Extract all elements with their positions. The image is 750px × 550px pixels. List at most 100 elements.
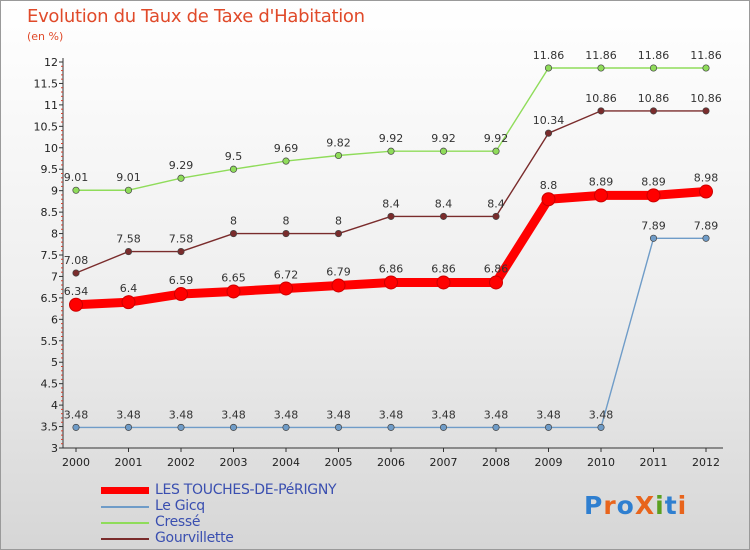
x-tick-label: 2001 bbox=[115, 456, 143, 469]
data-label-1: 3.48 bbox=[169, 408, 194, 421]
x-tick-label: 2005 bbox=[325, 456, 353, 469]
data-label-0: 8.89 bbox=[641, 175, 666, 188]
legend-item-les-touches: LES TOUCHES-DE-PéRIGNY bbox=[101, 482, 431, 500]
x-tick-label: 2010 bbox=[587, 456, 615, 469]
series-point-0 bbox=[331, 278, 346, 293]
data-label-3: 10.86 bbox=[585, 92, 617, 105]
data-label-1: 3.48 bbox=[379, 408, 404, 421]
chart-unit-label: (en %) bbox=[27, 30, 64, 43]
legend-item-cresse: Cressé bbox=[101, 514, 431, 532]
series-point-2 bbox=[702, 64, 710, 72]
series-point-1 bbox=[597, 423, 605, 431]
data-label-0: 8.98 bbox=[694, 172, 719, 185]
data-label-2: 9.69 bbox=[274, 142, 299, 155]
data-label-2: 9.92 bbox=[379, 132, 404, 145]
series-point-3 bbox=[229, 230, 238, 238]
data-label-3: 7.58 bbox=[116, 233, 141, 246]
series-point-0 bbox=[69, 297, 83, 312]
series-point-0 bbox=[226, 284, 241, 299]
series-point-3 bbox=[492, 212, 500, 220]
series-point-3 bbox=[387, 212, 395, 220]
series-point-0 bbox=[121, 295, 136, 310]
series-point-2 bbox=[649, 64, 658, 72]
series-point-0 bbox=[436, 275, 451, 290]
series-point-3 bbox=[702, 107, 710, 115]
data-label-1: 7.89 bbox=[641, 219, 666, 232]
data-label-0: 6.4 bbox=[120, 282, 138, 295]
series-point-0 bbox=[279, 281, 293, 296]
legend-label-gourvillette: Gourvillette bbox=[155, 530, 234, 546]
x-tick-label: 2007 bbox=[430, 456, 458, 469]
data-label-3: 8.4 bbox=[382, 197, 400, 210]
data-label-0: 6.79 bbox=[326, 265, 351, 278]
y-tick-label: 8 bbox=[51, 228, 58, 241]
series-point-1 bbox=[439, 423, 448, 431]
y-tick-label: 11 bbox=[44, 99, 58, 112]
data-label-2: 9.82 bbox=[326, 136, 351, 149]
y-tick-label: 10 bbox=[44, 142, 58, 155]
series-point-2 bbox=[334, 151, 343, 160]
series-point-2 bbox=[387, 147, 395, 155]
data-label-1: 3.48 bbox=[274, 408, 299, 421]
y-tick-label: 8.5 bbox=[41, 206, 59, 219]
data-label-3: 8 bbox=[230, 215, 237, 228]
data-label-1: 3.48 bbox=[589, 408, 614, 421]
x-tick-label: 2011 bbox=[640, 456, 668, 469]
series-point-3 bbox=[439, 212, 448, 220]
data-label-2: 9.92 bbox=[431, 132, 456, 145]
legend-label-le-gicq: Le Gicq bbox=[155, 498, 205, 514]
x-tick-label: 2008 bbox=[482, 456, 510, 469]
y-tick-label: 4.5 bbox=[41, 378, 59, 391]
legend-swatch-le-gicq bbox=[101, 506, 149, 508]
series-point-0 bbox=[174, 287, 188, 302]
series-point-0 bbox=[646, 188, 661, 203]
y-tick-label: 11.5 bbox=[34, 77, 59, 90]
series-point-2 bbox=[439, 147, 448, 155]
series-point-3 bbox=[124, 248, 133, 256]
series-point-2 bbox=[177, 174, 185, 182]
data-label-2: 9.92 bbox=[484, 132, 509, 145]
y-tick-label: 7 bbox=[51, 270, 58, 283]
data-label-1: 3.48 bbox=[484, 408, 509, 421]
data-label-3: 8 bbox=[283, 215, 290, 228]
data-label-2: 9.5 bbox=[225, 150, 243, 163]
series-point-0 bbox=[699, 184, 713, 199]
series-point-2 bbox=[124, 186, 133, 194]
data-label-2: 9.29 bbox=[169, 159, 194, 172]
data-label-0: 8.8 bbox=[540, 179, 558, 192]
data-label-3: 8.4 bbox=[435, 197, 453, 210]
data-label-3: 7.08 bbox=[64, 254, 89, 267]
data-label-0: 6.65 bbox=[221, 271, 246, 284]
series-point-0 bbox=[541, 192, 556, 207]
data-label-3: 8 bbox=[335, 215, 342, 228]
series-point-1 bbox=[282, 423, 290, 431]
data-label-0: 6.86 bbox=[431, 262, 456, 275]
series-point-1 bbox=[387, 423, 395, 431]
series-point-2 bbox=[492, 147, 500, 155]
series-point-1 bbox=[124, 423, 133, 431]
proxiti-logo: ProXiti bbox=[584, 491, 688, 520]
x-tick-label: 2002 bbox=[167, 456, 195, 469]
data-label-2: 9.01 bbox=[116, 171, 141, 184]
y-tick-label: 9 bbox=[51, 185, 58, 198]
series-point-0 bbox=[384, 275, 398, 290]
data-label-3: 8.4 bbox=[487, 197, 505, 210]
legend-swatch-les-touches bbox=[101, 487, 149, 494]
data-label-2: 11.86 bbox=[533, 49, 565, 62]
data-label-3: 10.86 bbox=[638, 92, 670, 105]
series-point-2 bbox=[229, 165, 238, 173]
series-point-2 bbox=[72, 186, 80, 194]
legend-swatch-cresse bbox=[101, 522, 149, 524]
y-tick-label: 9.5 bbox=[41, 163, 59, 176]
x-tick-label: 2012 bbox=[692, 456, 720, 469]
data-label-2: 11.86 bbox=[690, 49, 722, 62]
series-point-1 bbox=[334, 423, 343, 431]
series-point-0 bbox=[489, 275, 503, 290]
chart-title: Evolution du Taux de Taxe d'Habitation bbox=[27, 6, 365, 27]
series-point-3 bbox=[597, 107, 605, 115]
y-tick-label: 4 bbox=[51, 399, 58, 412]
y-tick-label: 5.5 bbox=[41, 335, 59, 348]
y-tick-label: 10.5 bbox=[34, 120, 59, 133]
data-label-1: 3.48 bbox=[64, 408, 89, 421]
